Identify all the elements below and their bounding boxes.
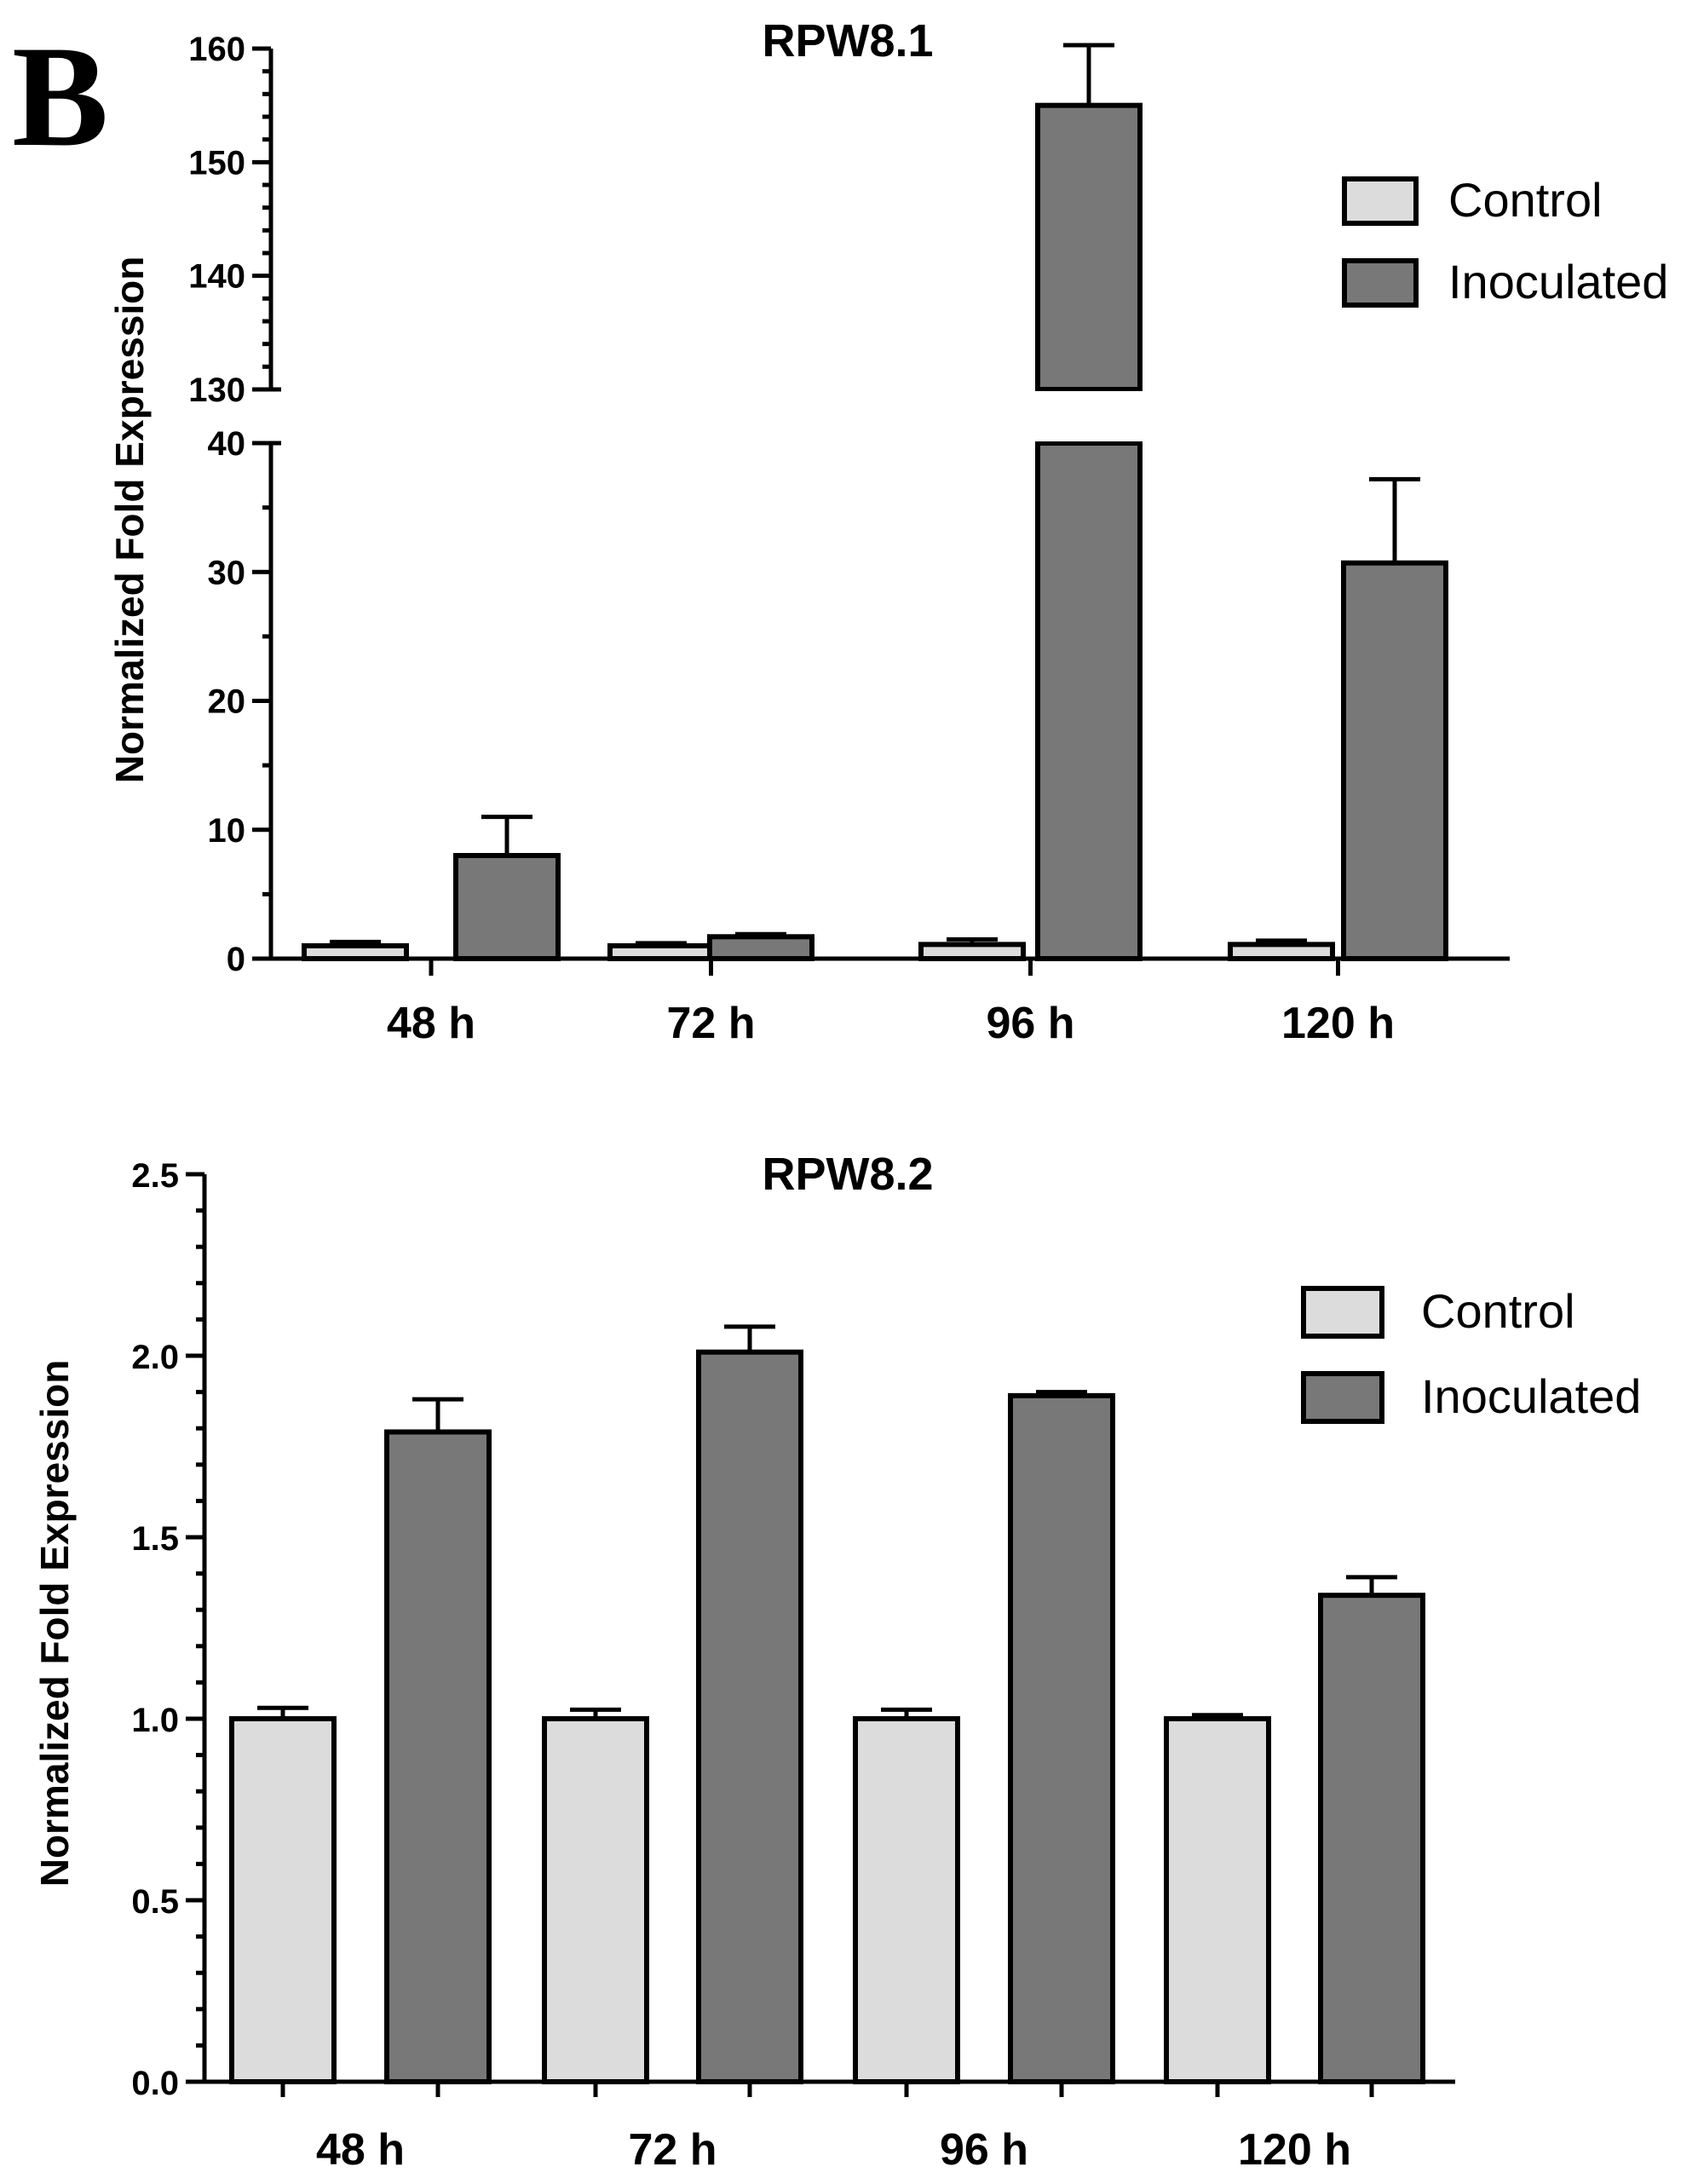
chart2-y-axis-label: Normalized Fold Expression (32, 1360, 77, 1887)
y-tick-label: 20 (208, 683, 246, 721)
bar (1035, 102, 1143, 393)
y-tick-label: 160 (188, 31, 245, 68)
panel-label: B (12, 16, 108, 176)
bar (707, 934, 814, 961)
legend-swatch (1342, 258, 1419, 308)
y-tick-label: 2.5 (131, 1157, 179, 1195)
x-tick-label: 48 h (387, 999, 475, 1048)
legend-label: Control (1421, 1284, 1575, 1338)
bar (918, 942, 1026, 962)
y-tick-label: 140 (188, 258, 245, 296)
x-tick-label: 96 h (986, 999, 1074, 1048)
bar (1228, 942, 1335, 962)
bar (453, 853, 561, 961)
legend-label: Control (1448, 173, 1603, 227)
y-tick-label: 30 (208, 554, 246, 591)
axis-break-gap (1033, 391, 1145, 441)
bar (853, 1716, 960, 2084)
y-tick-label: 0.5 (131, 1883, 179, 1921)
bar (384, 1429, 492, 2084)
y-tick-label: 130 (188, 372, 245, 409)
chart-rpw8-1: RPW8.1 Normalized Fold Expression 0 10 20 3… (107, 15, 1668, 1048)
bar (1035, 441, 1143, 961)
x-tick-label: 120 h (1238, 2125, 1351, 2175)
chart-rpw8-2: RPW8.2 Normalized Fold Expression 0.0 0.5… (32, 1149, 1641, 2175)
legend-label: Inoculated (1448, 255, 1668, 308)
legend-swatch (1301, 1286, 1384, 1339)
y-tick-label: 1.0 (131, 1702, 179, 1739)
bar (542, 1716, 649, 2084)
bar (1318, 1593, 1425, 2085)
legend-swatch (1301, 1371, 1384, 1424)
y-tick-label: 2.0 (131, 1339, 179, 1376)
legend-label: Inoculated (1421, 1369, 1641, 1423)
x-tick-label: 120 h (1281, 999, 1395, 1048)
bar (229, 1716, 337, 2084)
y-tick-label: 150 (188, 144, 245, 182)
bar (302, 942, 409, 961)
x-tick-label: 48 h (316, 2125, 405, 2175)
bar (696, 1349, 803, 2084)
chart1-title: RPW8.1 (762, 15, 933, 66)
y-tick-label: 0 (227, 941, 245, 978)
bar (1341, 560, 1448, 961)
x-tick-label: 96 h (940, 2125, 1028, 2175)
chart2-title: RPW8.2 (762, 1149, 933, 1200)
x-tick-label: 72 h (628, 2125, 717, 2175)
y-tick-label: 0.0 (131, 2065, 179, 2102)
legend-swatch (1342, 176, 1419, 226)
chart1-y-axis-label: Normalized Fold Expression (107, 256, 152, 784)
y-tick-label: 10 (208, 812, 246, 850)
bar (607, 942, 715, 961)
y-tick-label: 1.5 (131, 1520, 179, 1558)
y-tick-label: 40 (208, 425, 246, 463)
x-tick-label: 72 h (666, 999, 755, 1048)
bar (1164, 1716, 1271, 2084)
bar (1008, 1392, 1115, 2084)
